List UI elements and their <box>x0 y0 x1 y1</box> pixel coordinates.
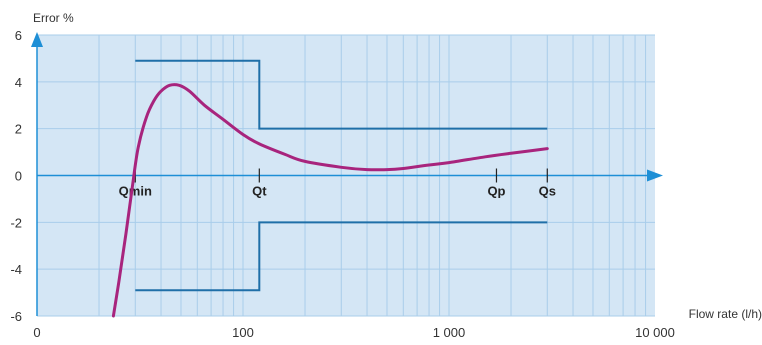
marker-label-qp: Qp <box>487 184 505 199</box>
x-axis-ticks: 0 100 1 000 10 000 <box>33 325 675 340</box>
flow-markers: Qmin Qt Qp Qs <box>119 168 556 199</box>
y-axis-label: Error % <box>33 11 74 25</box>
axes <box>31 32 663 316</box>
error-curve-line <box>111 83 549 318</box>
x-axis-arrow-icon <box>647 169 663 182</box>
x-tick-label: 1 000 <box>433 325 466 340</box>
x-tick-label: 0 <box>33 325 40 340</box>
limit-line-0 <box>135 59 548 130</box>
y-tick-label: -6 <box>10 309 22 324</box>
y-tick-label: 4 <box>15 75 22 90</box>
marker-label-qs: Qs <box>539 184 556 199</box>
y-tick-label: 2 <box>15 122 22 137</box>
marker-label-qmin: Qmin <box>119 184 152 199</box>
x-axis-label: Flow rate (l/h) <box>689 307 762 321</box>
y-tick-label: 6 <box>15 28 22 43</box>
y-tick-label: -4 <box>10 262 22 277</box>
y-axis-ticks: 6 4 2 0 -2 -4 -6 <box>10 28 22 324</box>
marker-label-qt: Qt <box>252 184 267 199</box>
y-axis-arrow-icon <box>31 32 43 47</box>
x-tick-label: 10 000 <box>635 325 675 340</box>
x-tick-label: 100 <box>232 325 254 340</box>
y-tick-label: -2 <box>10 215 22 230</box>
series-group <box>111 59 549 318</box>
y-tick-label: 0 <box>15 169 22 184</box>
limit-line-1 <box>135 221 548 292</box>
